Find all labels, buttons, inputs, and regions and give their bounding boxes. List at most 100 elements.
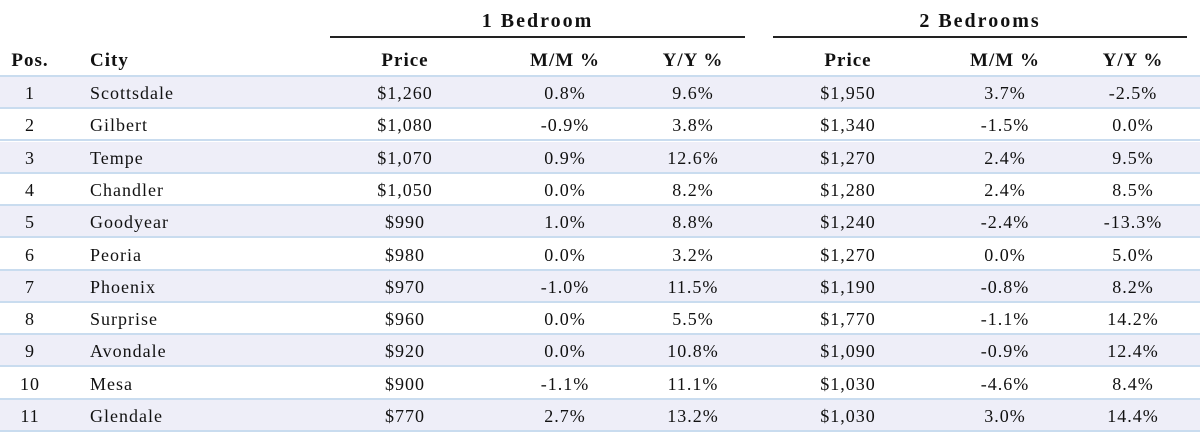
table-cell: $1,030 [820, 373, 876, 394]
table-cell: $920 [385, 341, 425, 362]
table-cell: 3.2% [672, 244, 714, 265]
table-cell: -0.9% [540, 115, 590, 136]
table-cell: 5 [25, 212, 35, 233]
table-cell: 8 [25, 309, 35, 330]
table-row [0, 400, 1200, 432]
table-cell: Gilbert [90, 115, 148, 136]
group-underline [330, 36, 745, 38]
table-cell: 9.5% [1112, 147, 1154, 168]
table-cell: $1,240 [820, 212, 876, 233]
table-cell: $1,030 [820, 406, 876, 426]
column-header: Pos. [11, 50, 49, 71]
table-cell: -0.8% [980, 276, 1030, 297]
table-cell: $1,950 [820, 83, 876, 103]
group-header: 2 Bedrooms [919, 10, 1041, 32]
table-cell: Phoenix [90, 276, 157, 297]
table-cell: $1,270 [820, 147, 876, 168]
table-cell: 1 [25, 83, 35, 103]
table-cell: 0.0% [544, 244, 586, 265]
column-header: Y/Y % [1102, 50, 1164, 71]
table-cell: 2 [25, 115, 35, 136]
table-cell: $1,340 [820, 115, 876, 136]
table-cell: -1.0% [540, 276, 590, 297]
table-cell: $1,050 [377, 179, 433, 200]
table-cell: 2.4% [984, 147, 1026, 168]
table-row [0, 368, 1200, 400]
table-cell: Peoria [90, 244, 142, 265]
table-cell: $1,070 [377, 147, 433, 168]
table-cell: 11 [20, 406, 40, 426]
table-cell: Avondale [90, 341, 167, 362]
table-cell: 13.2% [667, 406, 719, 426]
group-header: 1 Bedroom [481, 10, 594, 32]
table-cell: 2.4% [984, 179, 1026, 200]
table-cell: 14.4% [1107, 406, 1159, 426]
table-cell: Tempe [90, 147, 144, 168]
table-cell: 0.0% [1112, 115, 1154, 136]
table-cell: -13.3% [1103, 212, 1163, 233]
table-cell: -1.1% [540, 373, 590, 394]
table-cell: 5.5% [672, 309, 714, 330]
table-cell: $980 [385, 244, 425, 265]
table-cell: 0.0% [544, 309, 586, 330]
table-row [0, 109, 1200, 142]
table-cell: 11.1% [667, 373, 719, 394]
table-cell: $1,280 [820, 179, 876, 200]
table-cell: 2.7% [544, 406, 586, 426]
table-cell: 12.4% [1107, 341, 1159, 362]
table-cell: 0.0% [544, 341, 586, 362]
table-cell: $1,770 [820, 309, 876, 330]
table-cell: $900 [385, 373, 425, 394]
table-cell: Scottsdale [90, 83, 174, 103]
table-cell: $1,260 [377, 83, 433, 103]
table-row [0, 270, 1200, 303]
table-cell: Mesa [90, 373, 133, 394]
table-cell: 0.8% [544, 83, 586, 103]
table-cell: 4 [25, 179, 35, 200]
column-header: M/M % [530, 50, 600, 71]
table-row [0, 77, 1200, 109]
table-cell: Chandler [90, 179, 164, 200]
table-cell: 7 [25, 276, 35, 297]
table-cell: 9.6% [672, 83, 714, 103]
table-row [0, 239, 1200, 271]
table-cell: 10 [20, 373, 40, 394]
table-cell: 6 [25, 244, 35, 265]
table-cell: 12.6% [667, 147, 719, 168]
table-row [0, 141, 1200, 174]
table-cell: 3.0% [984, 406, 1026, 426]
table-cell: Glendale [90, 406, 163, 426]
header-rule [0, 45, 1200, 77]
table-cell: $960 [385, 309, 425, 330]
table-cell: 3 [25, 147, 35, 168]
table-row [0, 174, 1200, 206]
table-row [0, 303, 1200, 336]
table-cell: Surprise [90, 309, 158, 330]
table-cell: $1,190 [820, 276, 876, 297]
column-header: City [90, 50, 129, 71]
table-cell: $770 [385, 406, 425, 426]
table-cell: $1,080 [377, 115, 433, 136]
table-cell: $990 [385, 212, 425, 233]
table-row [0, 206, 1200, 239]
table-cell: 5.0% [1112, 244, 1154, 265]
group-underline [773, 36, 1187, 38]
table-cell: 9 [25, 341, 35, 362]
table-cell: 3.7% [984, 83, 1026, 103]
table-row [0, 335, 1200, 368]
table-cell: $1,270 [820, 244, 876, 265]
column-header: M/M % [970, 50, 1040, 71]
table-cell: $1,090 [820, 341, 876, 362]
column-header: Price [381, 50, 429, 71]
table-cell: 1.0% [544, 212, 586, 233]
table-cell: -1.1% [980, 309, 1030, 330]
table-cell: -0.9% [980, 341, 1030, 362]
table-cell: -4.6% [980, 373, 1030, 394]
table-cell: 10.8% [667, 341, 719, 362]
table-cell: 8.5% [1112, 179, 1154, 200]
table-cell: 8.2% [1112, 276, 1154, 297]
table-cell: -1.5% [980, 115, 1030, 136]
table-cell: 0.0% [984, 244, 1026, 265]
column-header: Y/Y % [662, 50, 724, 71]
